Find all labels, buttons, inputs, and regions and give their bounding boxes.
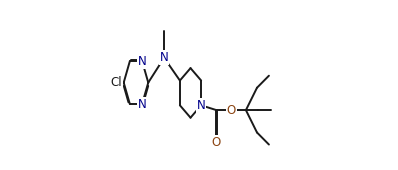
Text: Cl: Cl (110, 76, 122, 89)
Text: O: O (212, 136, 221, 149)
Text: N: N (138, 55, 146, 68)
Text: N: N (197, 99, 205, 112)
Text: N: N (160, 51, 168, 64)
Text: N: N (138, 98, 146, 111)
Text: O: O (227, 104, 236, 117)
